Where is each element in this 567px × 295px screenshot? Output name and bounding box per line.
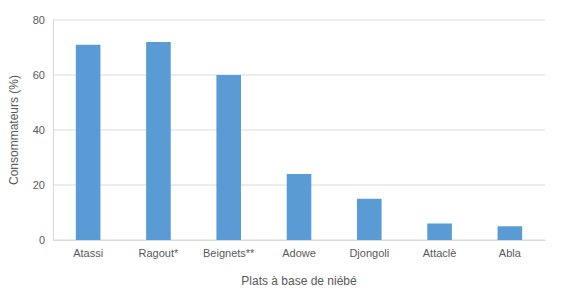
y-tick-label: 60: [33, 69, 45, 81]
y-tick-label: 40: [33, 124, 45, 136]
grid-line: [53, 75, 545, 76]
y-tick-label: 80: [33, 14, 45, 26]
x-tick: Adowe: [282, 240, 316, 259]
y-axis: 0 20 40 60 80: [33, 14, 54, 246]
x-tick-label: Adowe: [282, 247, 316, 259]
y-tick: 0: [39, 234, 53, 246]
bar: [287, 174, 312, 240]
plot-area: 0 20 40 60 80 Atassi Ragout* Beignets** Adowe Djo…: [33, 14, 546, 259]
x-tick-label: Beignets**: [203, 247, 255, 259]
y-tick: 80: [33, 14, 53, 26]
grid-line: [53, 20, 545, 21]
x-tick-label: Atassi: [73, 247, 103, 259]
x-tick: Abla: [499, 240, 522, 259]
grid: [53, 20, 545, 240]
bar: [498, 226, 523, 240]
x-tick-label: Abla: [499, 247, 522, 259]
x-tick: Beignets**: [203, 240, 255, 259]
y-axis-title: Consommateurs (%): [7, 75, 21, 185]
y-tick: 60: [33, 69, 53, 81]
x-axis-line: [54, 240, 546, 241]
chart: 0 20 40 60 80 Atassi Ragout* Beignets** Adowe Djo…: [0, 0, 567, 295]
x-tick: Atassi: [73, 240, 103, 259]
bar: [427, 224, 452, 241]
grid-line: [53, 130, 545, 131]
y-tick-label: 0: [39, 234, 45, 246]
x-tick-label: Djongoli: [349, 247, 389, 259]
bars: [76, 42, 522, 240]
bar: [76, 45, 101, 240]
x-tick: Djongoli: [349, 240, 389, 259]
x-tick-label: Ragout*: [139, 247, 179, 259]
bar: [146, 42, 171, 240]
y-tick: 40: [33, 124, 53, 136]
bar: [216, 75, 241, 240]
x-axis-title: Plats à base de niébé: [241, 274, 357, 288]
x-tick-label: Attaclè: [423, 247, 457, 259]
y-tick-label: 20: [33, 179, 45, 191]
x-axis: Atassi Ragout* Beignets** Adowe Djongoli Atta…: [54, 240, 546, 259]
y-tick: 20: [33, 179, 53, 191]
x-tick: Ragout*: [139, 240, 179, 259]
x-tick: Attaclè: [423, 240, 457, 259]
y-axis-line: [53, 21, 54, 241]
bar: [357, 199, 382, 240]
